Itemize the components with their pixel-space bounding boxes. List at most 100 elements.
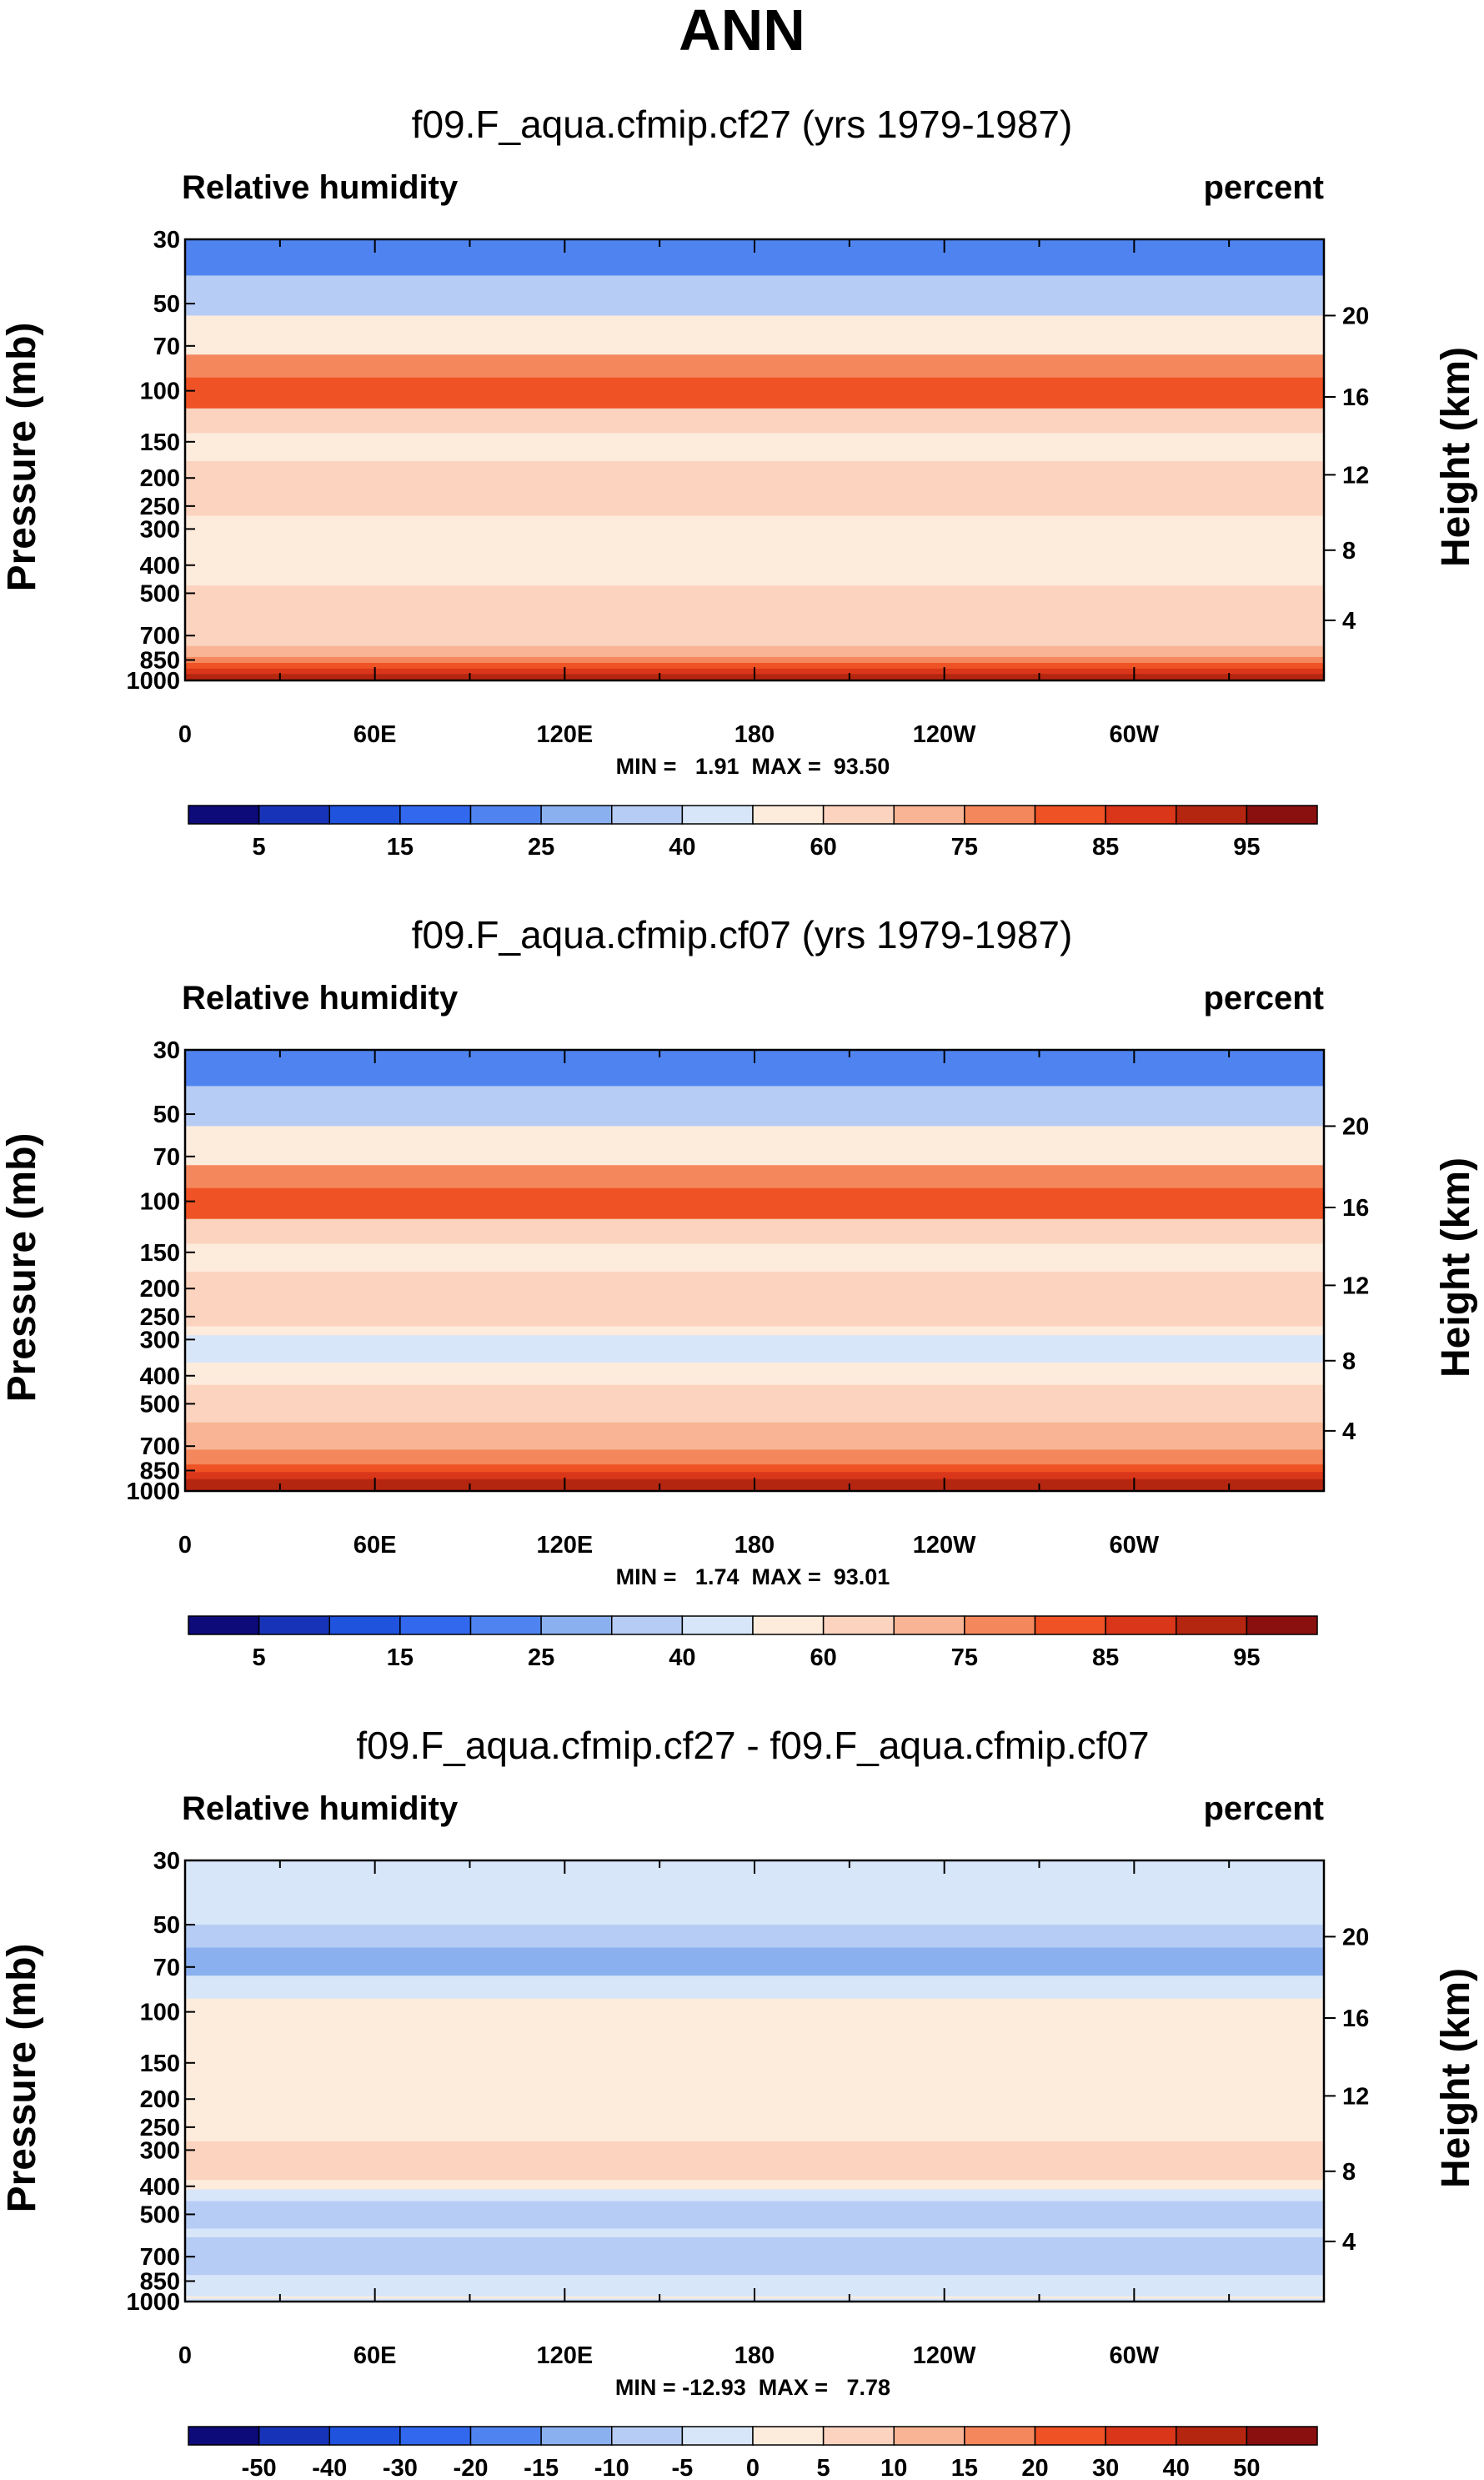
x-tick-label: 180 [734,721,775,748]
y2-tick-label: 12 [1342,2083,1369,2110]
colorbar-label: 40 [669,1644,695,1671]
panel-1-min-max: MIN = 1.91 MAX = 93.50 [616,754,890,779]
y-tick-label: 700 [140,1433,180,1460]
x-tick-label: 120E [536,721,593,748]
y-tick-label: 250 [140,1304,180,1331]
colorbar-label: 15 [951,2455,978,2480]
colorbar-swatch [752,1615,825,1635]
colorbar-swatch [258,805,331,825]
x-tick-label: 120E [536,1532,593,1559]
panel-1-y2ticks: 20 16 12 8 4 [1324,303,1369,635]
contour-layer [185,1218,1324,1244]
x-tick-label: 120W [913,2342,976,2369]
y-tick-label: 70 [153,1144,180,1171]
contour-layer [185,1384,1324,1423]
panel-1-xticks: 0 60E 120E 180 120W 60W [178,239,1231,748]
colorbar-label: 0 [746,2455,760,2480]
y-tick-label: 100 [140,1189,180,1216]
x-tick-label: 60E [353,721,397,748]
y-tick-label: 400 [140,1363,180,1390]
colorbar-label: 60 [810,834,836,861]
y-tick-label: 200 [140,2086,180,2113]
y2-tick-label: 16 [1342,384,1369,411]
colorbar-swatch [1246,1615,1318,1635]
panel-3-colorbar: -50 -40 -30 -20 -15 -10 -5 0 5 10 15 20 30 40 50 [188,2426,1318,2480]
panel-3-left-label: Relative humidity [182,1790,459,1827]
colorbar-swatch [752,2426,825,2446]
colorbar-swatch [1246,2426,1318,2446]
y-tick-label: 700 [140,623,180,650]
colorbar-swatch [1246,805,1318,825]
colorbar-swatch [1105,1615,1177,1635]
colorbar-label: 15 [387,834,414,861]
panel-1-colorbar: 5 15 25 40 60 75 85 95 [188,805,1318,861]
y2-tick-label: 8 [1342,2159,1356,2186]
contour-layer [185,1243,1324,1273]
contour-layer [185,1362,1324,1386]
colorbar-swatch [328,2426,401,2446]
x-tick-label: 60W [1110,721,1160,748]
contour-layer [185,2201,1324,2230]
contour-layer [185,1925,1324,1949]
x-tick-label: 60W [1110,1532,1160,1559]
colorbar-swatch [611,1615,684,1635]
colorbar-label: 75 [951,1644,978,1671]
y2-tick-label: 4 [1342,2229,1356,2256]
panel-2-plot [183,1048,1326,1493]
colorbar-swatch [540,2426,613,2446]
contour-layer [185,1086,1324,1127]
colorbar-label: 15 [387,1644,414,1671]
y-tick-label: 300 [140,2137,180,2164]
panel-2-y2label: Height (km) [1434,1157,1478,1378]
contour-layer [185,1272,1324,1328]
colorbar-label: 5 [253,1644,266,1671]
y-tick-label: 850 [140,647,180,674]
y-tick-label: 500 [140,580,180,607]
x-tick-label: 180 [734,1532,775,1559]
colorbar-swatch [611,805,684,825]
y2-tick-label: 8 [1342,1348,1356,1375]
contour-layer [185,1165,1324,1189]
colorbar-label: 95 [1233,834,1260,861]
colorbar-swatch [611,2426,684,2446]
panel-3-ylabel: Pressure (mb) [0,1944,44,2213]
contour-layer [185,2141,1324,2181]
contour-layer [185,1998,1324,2142]
contour-layer [185,461,1324,517]
x-tick-label: 120E [536,2342,593,2369]
colorbar-swatch [964,805,1036,825]
y-tick-label: 850 [140,1458,180,1484]
x-tick-label: 180 [734,2342,775,2369]
colorbar-swatch [399,805,472,825]
panel-3-plot [183,1859,1326,2303]
colorbar-swatch [964,1615,1036,1635]
y2-tick-label: 16 [1342,2006,1369,2032]
colorbar-swatch [1034,805,1106,825]
colorbar-label: -40 [312,2455,347,2480]
y2-tick-label: 20 [1342,1113,1369,1140]
colorbar-swatch [540,1615,613,1635]
panel-2-left-label: Relative humidity [182,980,459,1017]
colorbar-label: 85 [1092,834,1119,861]
colorbar-swatch [469,2426,542,2446]
y2-tick-label: 12 [1342,1273,1369,1299]
y-tick-label: 30 [153,227,180,254]
colorbar-label: 5 [253,834,266,861]
panel-2-min-max: MIN = 1.74 MAX = 93.01 [616,1564,890,1589]
contour-layer [185,275,1324,317]
colorbar-label: 40 [669,834,695,861]
contour-layer [185,2189,1324,2202]
contour-layer [185,1422,1324,1451]
colorbar-swatch [188,1615,260,1635]
contour-layer [185,1187,1324,1220]
panel-1-right-label: percent [1204,169,1325,206]
contour-layer [185,1472,1324,1480]
contour-layer [185,1947,1324,1976]
colorbar-swatch [1176,1615,1248,1635]
y-tick-label: 50 [153,291,180,318]
y-tick-label: 300 [140,1327,180,1353]
colorbar-label: -5 [671,2455,693,2480]
panel-2: f09.F_aqua.cfmip.cf07 (yrs 1979-1987) Re… [0,913,1478,1671]
colorbar-swatch [258,1615,331,1635]
colorbar-swatch [540,805,613,825]
